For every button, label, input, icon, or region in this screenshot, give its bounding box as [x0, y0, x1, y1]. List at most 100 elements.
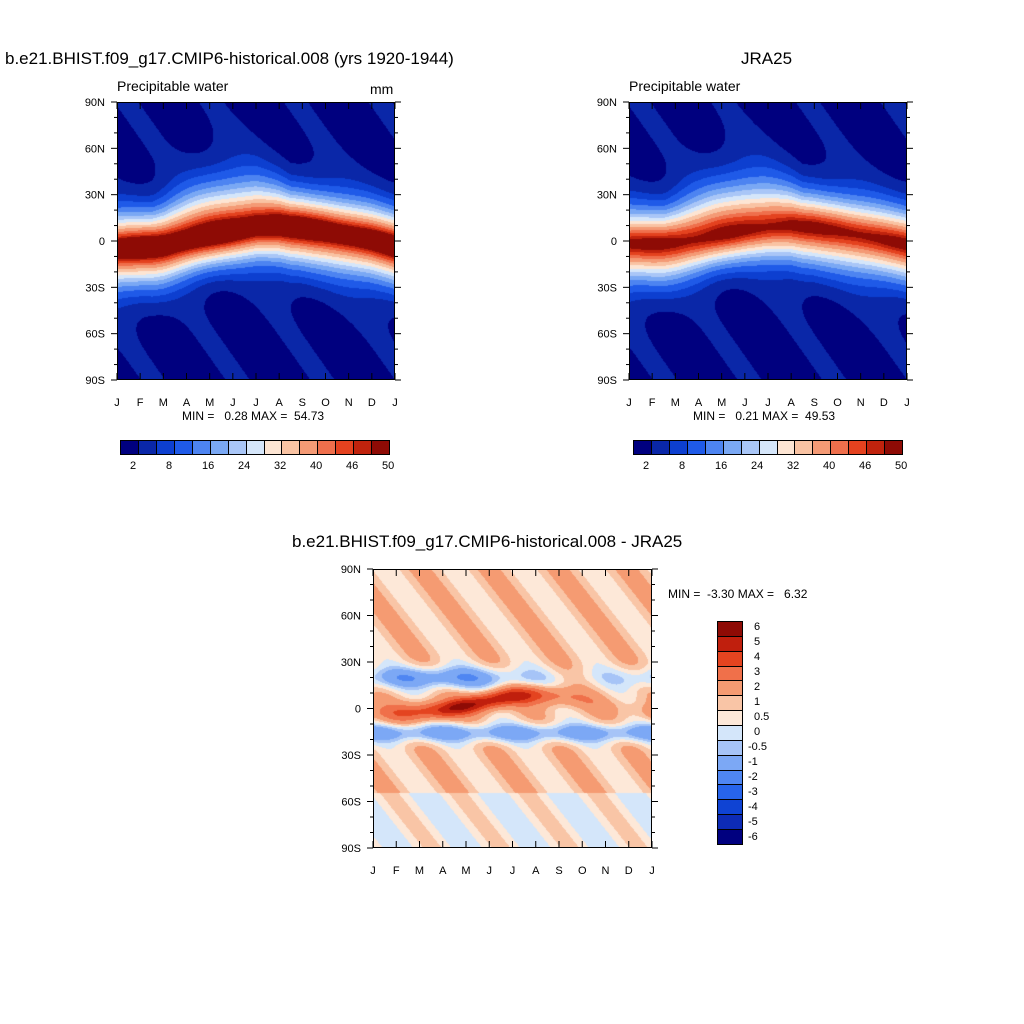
cb-model-swatch [173, 441, 192, 454]
cb-model-swatch [137, 441, 156, 454]
obs-xtick-label: A [695, 397, 703, 409]
colorbar-tick-label: 16 [715, 460, 728, 472]
model-ytick-label: 90N [85, 97, 105, 109]
model-contour-field [118, 103, 394, 379]
diff-colorbar-swatch [718, 814, 742, 830]
obs-ytick-label: 60S [597, 329, 617, 341]
obs-minmax-stats: MIN = 0.21 MAX = 49.53 [693, 409, 836, 423]
cb-model-swatch [121, 441, 138, 454]
diff-colorbar-tick-label: 4 [754, 651, 761, 664]
obs-xtick-label: D [880, 397, 888, 409]
colorbar-tick-label: 32 [787, 460, 800, 472]
cb-obs-swatch [884, 441, 903, 454]
model-panel-units: mm [370, 81, 394, 97]
cb-obs-swatch [722, 441, 741, 454]
obs-xtick-label: M [717, 397, 726, 409]
diff-xtick-label: J [370, 865, 376, 877]
diff-colorbar-tick-label: -1 [748, 755, 758, 768]
obs-ytick-label: 90N [597, 97, 617, 109]
obs-xtick-label: J [904, 397, 910, 409]
diff-colorbar-tick-label: 2 [754, 681, 761, 694]
cb-model-swatch [353, 441, 372, 454]
colorbar-tick-label: 40 [823, 460, 836, 472]
model-panel-title: b.e21.BHIST.f09_g17.CMIP6-historical.008… [5, 49, 454, 68]
diff-colorbar-tick-label: 5 [754, 636, 761, 649]
colorbar-tick-label: 2 [130, 460, 137, 472]
model-xtick-label: J [230, 397, 236, 409]
colorbar-tick-label: 2 [643, 460, 650, 472]
colorbar-tick-label: 46 [859, 460, 872, 472]
diff-colorbar-tick-label: 0.5 [754, 711, 770, 724]
cb-model-swatch [191, 441, 210, 454]
obs-ytick-label: 30S [597, 282, 617, 294]
diff-colorbar-tick-label: -3 [748, 785, 758, 798]
obs-xtick-label: F [649, 397, 656, 409]
diff-colorbar-swatch [718, 710, 742, 726]
cb-obs-swatch [866, 441, 885, 454]
colorbar-tick-label: 32 [274, 460, 287, 472]
colorbar-tick-label: 40 [310, 460, 323, 472]
diff-colorbar-swatch [718, 829, 742, 844]
diff-xtick-label: J [649, 865, 655, 877]
diff-colorbar-tick-label: 6 [754, 621, 761, 634]
obs-contour-field [630, 103, 906, 379]
diff-colorbar-tick-label: -0.5 [748, 740, 767, 753]
diff-colorbar-swatch [718, 622, 742, 636]
cb-model-swatch [227, 441, 246, 454]
obs-xtick-label: J [742, 397, 748, 409]
diff-colorbar-swatch [718, 635, 742, 651]
diff-ytick-label: 60N [341, 611, 361, 623]
model-ytick-label: 30S [85, 282, 105, 294]
cb-obs-swatch [758, 441, 777, 454]
cb-model-swatch [209, 441, 228, 454]
model-xtick-label: F [137, 397, 144, 409]
diff-xtick-label: O [578, 865, 587, 877]
model-contour-plot [117, 102, 395, 380]
diff-ytick-label: 30N [341, 657, 361, 669]
diff-ytick-label: 30S [341, 750, 361, 762]
obs-xtick-label: M [671, 397, 680, 409]
model-xtick-label: D [368, 397, 376, 409]
diff-colorbar-swatch [718, 799, 742, 815]
obs-panel-title: JRA25 [741, 49, 793, 68]
obs-xtick-label: O [833, 397, 842, 409]
diff-xtick-label: J [487, 865, 493, 877]
model-xtick-label: S [299, 397, 306, 409]
diff-minmax-stats: MIN = -3.30 MAX = 6.32 [668, 587, 808, 601]
diff-ytick-label: 60S [341, 797, 361, 809]
obs-xtick-label: J [626, 397, 632, 409]
diff-colorbar [717, 621, 743, 845]
diff-contour-field [374, 570, 651, 847]
diff-ytick-label: 0 [355, 704, 361, 716]
model-ytick-label: 0 [99, 236, 105, 248]
diff-xtick-label: D [625, 865, 633, 877]
model-xtick-label: O [321, 397, 330, 409]
cb-model-swatch [371, 441, 390, 454]
obs-ytick-label: 90S [597, 375, 617, 387]
obs-panel-subtitle: Precipitable water [629, 78, 741, 94]
obs-xtick-label: A [787, 397, 795, 409]
cb-obs-swatch [650, 441, 669, 454]
model-xtick-label: J [392, 397, 398, 409]
cb-model-swatch [335, 441, 354, 454]
model-colorbar [120, 440, 390, 455]
colorbar-tick-label: 50 [382, 460, 395, 472]
model-xtick-label: A [183, 397, 191, 409]
cb-obs-swatch [634, 441, 651, 454]
colorbar-tick-label: 8 [166, 460, 173, 472]
diff-colorbar-swatch [718, 650, 742, 666]
diff-colorbar-swatch [718, 784, 742, 800]
model-minmax-stats: MIN = 0.28 MAX = 54.73 [182, 409, 325, 423]
model-xtick-label: M [205, 397, 214, 409]
cb-model-swatch [263, 441, 282, 454]
colorbar-tick-label: 24 [238, 460, 251, 472]
diff-xtick-label: A [439, 865, 447, 877]
model-panel-subtitle: Precipitable water [117, 78, 229, 94]
colorbar-tick-label: 50 [895, 460, 908, 472]
model-xtick-label: J [114, 397, 120, 409]
diff-xtick-label: F [393, 865, 400, 877]
diff-colorbar-swatch [718, 739, 742, 755]
model-ytick-label: 30N [85, 190, 105, 202]
diff-xtick-label: A [532, 865, 540, 877]
model-ytick-label: 90S [85, 375, 105, 387]
